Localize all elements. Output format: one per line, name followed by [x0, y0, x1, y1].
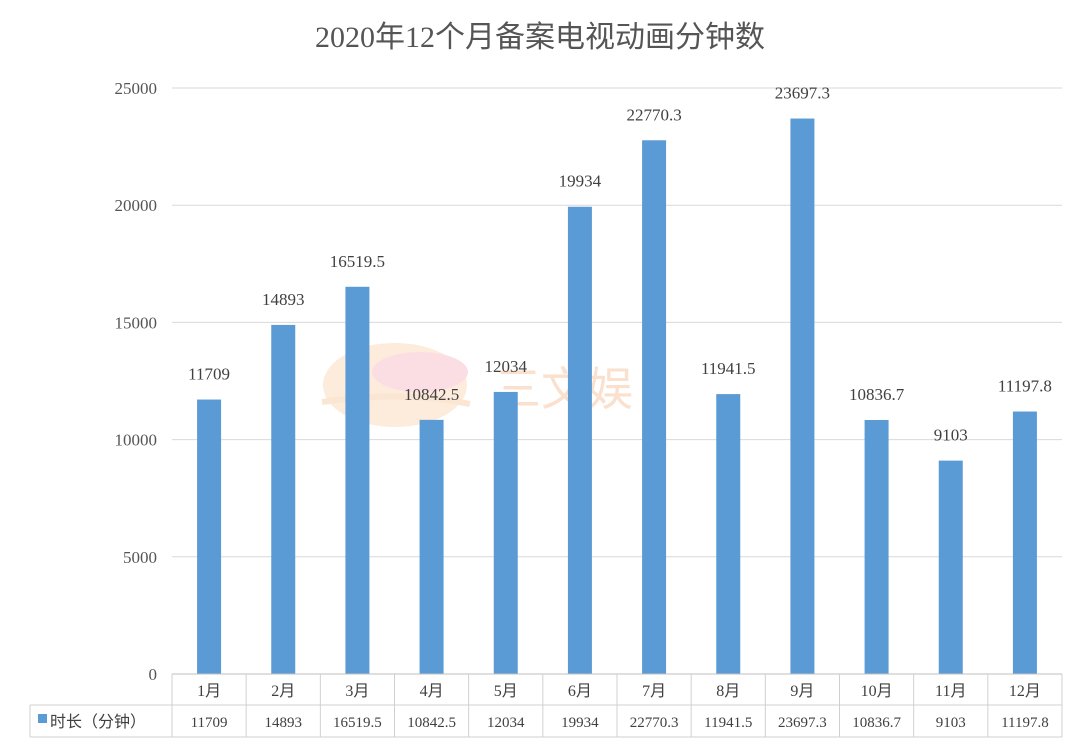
data-label: 9103 — [934, 426, 968, 445]
table-value: 11197.8 — [1001, 715, 1049, 731]
x-tick-label: 8月 — [716, 683, 740, 700]
table-value: 19934 — [561, 715, 599, 731]
table-value: 10836.7 — [852, 715, 901, 731]
x-tick-label: 3月 — [345, 683, 369, 700]
x-tick-label: 12月 — [1009, 683, 1041, 700]
x-tick-label: 10月 — [861, 683, 893, 700]
y-axis-ticks: 0 5000 10000 15000 20000 25000 — [115, 79, 158, 684]
x-tick-label: 5月 — [494, 683, 518, 700]
data-label: 11197.8 — [998, 377, 1052, 396]
data-label: 11941.5 — [701, 359, 756, 378]
table-value: 22770.3 — [630, 715, 679, 731]
table-value: 11709 — [191, 715, 228, 731]
y-tick-label: 20000 — [115, 196, 158, 215]
table-value: 12034 — [487, 715, 525, 731]
watermark-text: 三文娱 — [495, 362, 633, 416]
bar — [197, 399, 222, 674]
data-label: 14893 — [262, 290, 305, 309]
bar — [642, 140, 667, 675]
table-value: 9103 — [936, 715, 966, 731]
x-tick-label: 6月 — [568, 683, 592, 700]
x-tick-label: 4月 — [420, 683, 444, 700]
data-label: 10842.5 — [404, 385, 459, 404]
bar — [790, 118, 815, 675]
x-tick-label: 9月 — [790, 683, 814, 700]
y-tick-label: 0 — [149, 665, 158, 684]
x-tick-label: 2月 — [271, 683, 295, 700]
data-label: 19934 — [559, 172, 602, 191]
bar — [864, 419, 889, 674]
table-value: 16519.5 — [333, 715, 382, 731]
bar — [716, 394, 741, 674]
data-table: 1月 11709 2月 14893 3月 16519.5 4月 10842.5 5月 12034 6… — [29, 673, 1063, 738]
data-label: 12034 — [485, 357, 528, 376]
x-tick-label: 11月 — [935, 683, 966, 700]
data-labels: 11709 14893 16519.5 10842.5 12034 19934 22770.… — [188, 84, 1052, 445]
bar — [1012, 411, 1037, 674]
table-value: 23697.3 — [778, 715, 827, 731]
x-tick-label: 1月 — [197, 683, 221, 700]
y-tick-label: 15000 — [115, 313, 158, 332]
bar — [271, 324, 296, 674]
y-tick-label: 10000 — [115, 431, 158, 450]
table-value: 10842.5 — [407, 715, 456, 731]
bar — [419, 419, 444, 674]
table-value: 14893 — [265, 715, 303, 731]
bars — [197, 118, 1037, 675]
data-label: 16519.5 — [330, 252, 385, 271]
y-tick-label: 5000 — [123, 548, 157, 567]
data-label: 23697.3 — [775, 84, 830, 103]
legend-label: 时长（分钟） — [50, 713, 146, 731]
bar — [567, 206, 592, 674]
bar — [493, 391, 518, 674]
gridlines — [172, 87, 1062, 558]
bar — [938, 460, 963, 674]
data-label: 11709 — [188, 365, 230, 384]
legend-swatch — [38, 714, 47, 723]
y-tick-label: 25000 — [115, 79, 158, 98]
data-label: 22770.3 — [626, 105, 681, 124]
table-value: 11941.5 — [704, 715, 752, 731]
bar — [345, 286, 370, 674]
data-label: 10836.7 — [849, 385, 905, 404]
chart-title: 2020年12个月备案电视动画分钟数 — [315, 21, 765, 54]
x-tick-label: 7月 — [642, 683, 666, 700]
